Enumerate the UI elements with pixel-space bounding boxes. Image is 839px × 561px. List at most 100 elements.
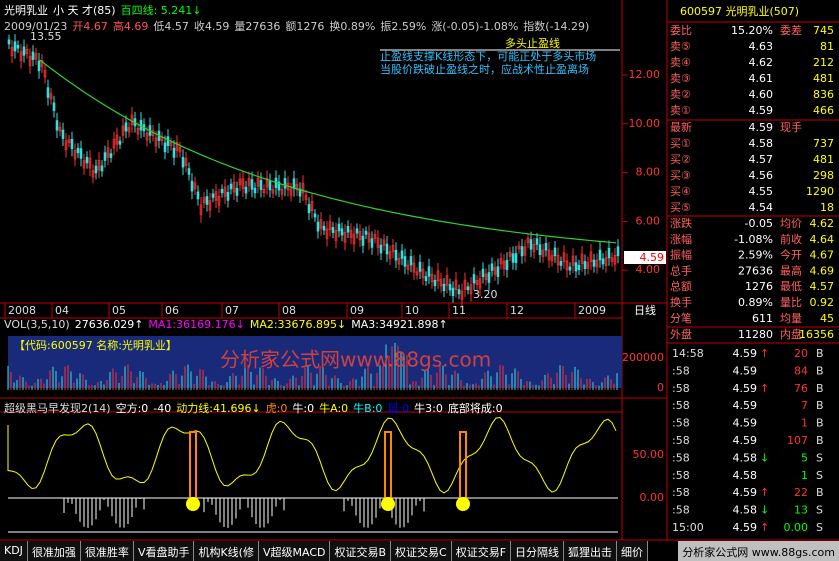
candle-body [358, 231, 362, 241]
candle-body [190, 180, 194, 192]
candle-body [547, 249, 551, 261]
candle-body [241, 178, 245, 190]
candle-body [604, 257, 608, 266]
candle-body [478, 278, 482, 289]
ind-field: 动力线:41.696↓ [176, 402, 261, 415]
candle-body [121, 125, 125, 136]
trade-vol: 0.00 [784, 521, 809, 534]
amount: 额1276 [285, 20, 325, 33]
candle-body [112, 138, 116, 149]
trade-side: S [816, 521, 823, 534]
candle-body [265, 177, 269, 188]
quote-cell: 4.59 [749, 121, 774, 134]
candle-body [454, 279, 458, 291]
ind-field: 空方:0 [115, 402, 149, 415]
candle-body [40, 59, 44, 68]
candle-body [46, 87, 50, 98]
candle-body [409, 256, 413, 266]
candle-body [325, 228, 329, 239]
tab[interactable]: 狐狸出击 [564, 541, 618, 561]
tab[interactable]: 机构K线(修 [194, 541, 259, 561]
candle-body [469, 284, 473, 295]
candle-body [67, 139, 71, 144]
ind-axis-label: 0.00 [640, 491, 665, 504]
quote-cell: 均量 [780, 312, 802, 325]
price-label: 10.00 [629, 117, 661, 130]
candle-body [184, 158, 188, 167]
candle-body [205, 196, 209, 205]
trade-arrow: ↑ [760, 521, 769, 534]
candle-body [424, 276, 428, 281]
tab[interactable]: V超级MACD [258, 541, 331, 561]
candle-body [310, 200, 314, 212]
tab[interactable]: 细价 [617, 541, 649, 561]
candle-body [301, 182, 305, 194]
quote-cell: 4.60 [749, 88, 774, 101]
date-label: 06 [165, 304, 179, 317]
candle-body [97, 159, 101, 171]
ind-field: 牛:0 [292, 402, 315, 415]
tab[interactable]: V看盘助手 [133, 541, 195, 561]
change: 涨(-0.05)-1.08% [431, 20, 519, 33]
candle-body [586, 262, 590, 269]
trade-time: :58 [672, 399, 690, 412]
tab[interactable]: 权证交易C [391, 541, 452, 561]
candle-body [43, 70, 47, 78]
trade-arrow: ↑ [760, 382, 769, 395]
quote-cell: 委差 [780, 23, 802, 37]
quote-cell: 外盘 [670, 327, 692, 341]
candle-body [280, 188, 284, 195]
quote-cell: 16356 [799, 328, 834, 341]
trade-vol: 22 [794, 486, 808, 499]
candle-body [526, 237, 530, 243]
quote-cell: 4.69 [810, 264, 835, 277]
quote-cell: 1290 [806, 185, 834, 198]
candle-body [382, 239, 386, 246]
smile [186, 497, 200, 511]
spike [384, 431, 392, 499]
quote-cell: 买⑤ [670, 201, 691, 214]
candle-body [220, 188, 224, 194]
quote-cell: 买③ [670, 169, 691, 182]
quote-cell: 4.67 [810, 249, 835, 262]
tab[interactable]: 权证交易B [330, 541, 392, 561]
candle-body [487, 272, 491, 283]
date-label: 05 [112, 304, 126, 317]
candle-body [523, 246, 527, 256]
candle-body [448, 284, 452, 291]
spike [189, 431, 197, 499]
date-label: 07 [225, 304, 239, 317]
price-label: 4.00 [636, 263, 661, 276]
candle-body [403, 256, 407, 267]
trade-price: 4.59 [733, 382, 758, 395]
quote-cell: 总手 [670, 263, 692, 277]
candle-body [109, 153, 113, 158]
candle-body [499, 258, 503, 265]
trade-time: :58 [672, 417, 690, 430]
tab[interactable]: KDJ [0, 541, 28, 561]
candle-body [232, 181, 236, 193]
tab[interactable]: 很准胜率 [80, 541, 134, 561]
candle-body [493, 267, 497, 275]
candle-body [553, 247, 557, 257]
candle-body [298, 188, 302, 197]
trade-time: 15:00 [672, 521, 704, 534]
candle-body [13, 41, 17, 52]
quote-cell: 4.64 [810, 233, 835, 246]
candle-body [397, 258, 401, 265]
candle-body [307, 204, 311, 214]
tab[interactable]: 很准加强 [27, 541, 81, 561]
candle-body [511, 253, 515, 263]
tab[interactable]: 日分隔线 [511, 541, 565, 561]
date-label: 10 [405, 304, 419, 317]
candle-body [91, 170, 95, 178]
candle-body [223, 186, 227, 197]
quote-cell: 0.92 [810, 296, 835, 309]
candle-body [571, 255, 575, 266]
candle-body [577, 264, 581, 271]
trade-vol: 84 [794, 364, 808, 377]
candle-body [49, 93, 53, 100]
tab[interactable]: 权证交易F [451, 541, 512, 561]
